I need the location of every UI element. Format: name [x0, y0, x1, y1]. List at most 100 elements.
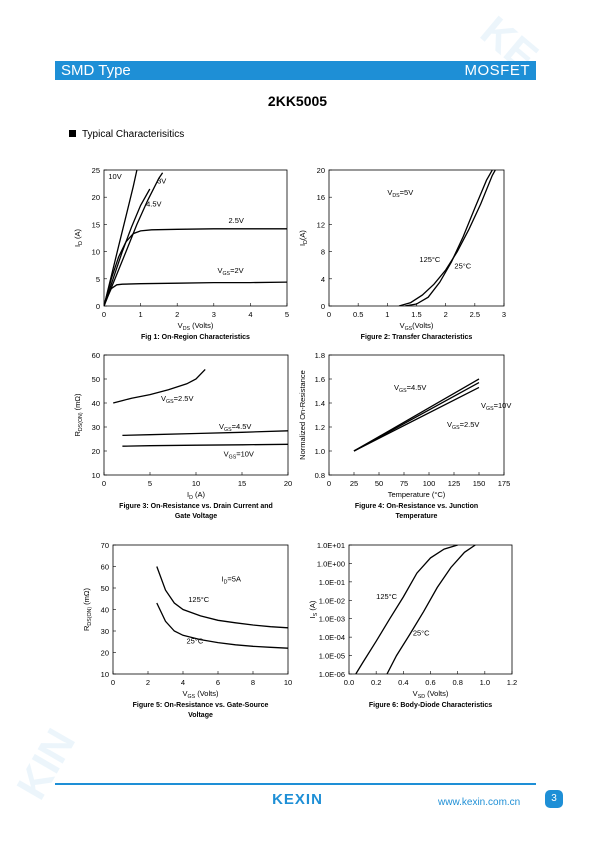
y-tick-label: 10	[101, 670, 109, 679]
x-tick-label: 0	[111, 678, 115, 687]
y-tick-label: 1.0E-05	[319, 652, 345, 661]
chart-caption: Temperature	[396, 513, 438, 520]
x-tick-label: 2	[175, 310, 179, 319]
plot-frame	[103, 169, 288, 307]
curve-label: VGS=4.5V	[394, 383, 426, 394]
y-tick-label: 0	[321, 302, 325, 311]
x-tick-label: 0.4	[398, 678, 408, 687]
x-tick-label: 8	[251, 678, 255, 687]
y-tick-label: 1.8	[315, 351, 325, 360]
series-line	[355, 545, 458, 674]
x-tick-label: 20	[284, 479, 292, 488]
y-tick-label: 20	[101, 649, 109, 658]
chart-caption: Figure 2: Transfer Characteristics	[361, 334, 473, 341]
x-tick-label: 1	[139, 310, 143, 319]
plot-frame	[103, 354, 289, 476]
curve-label: 25°C	[413, 629, 430, 638]
curve-label: VGS=10V	[481, 401, 511, 412]
y-tick-label: 15	[92, 220, 100, 229]
square-bullet-icon	[69, 130, 76, 137]
series-line	[113, 368, 206, 404]
footer-website: www.kexin.com.cn	[438, 797, 521, 808]
chart-caption: Figure 3: On-Resistance vs. Drain Curren…	[119, 503, 273, 510]
x-tick-label: 6	[216, 678, 220, 687]
x-tick-label: 0.6	[425, 678, 435, 687]
y-tick-label: 1.0E+01	[317, 541, 345, 550]
x-tick-label: 5	[285, 310, 289, 319]
series-line	[104, 228, 287, 306]
curve-label: 2.5V	[228, 216, 243, 225]
y-axis-label: ID(A)	[298, 230, 309, 246]
series-line	[353, 382, 480, 452]
chart-rds-vs-id: 0 5 10 15 20 10 20 30 40 50 60 VGS=2.5V VGS=4.5V VGS=…	[73, 351, 292, 520]
y-tick-label: 5	[96, 275, 100, 284]
y-tick-label: 4	[321, 275, 325, 284]
series-line	[353, 386, 480, 452]
curve-label: 4.5V	[146, 199, 161, 208]
x-tick-label: 150	[473, 479, 486, 488]
header-right-title: MOSFET	[464, 62, 530, 79]
curve-label: VGS=2V	[217, 266, 243, 277]
y-tick-label: 1.0E-06	[319, 670, 345, 679]
y-tick-label: 30	[92, 423, 100, 432]
section-title: Typical Characterisitics	[82, 129, 185, 140]
curve-label: VDS=5V	[387, 188, 413, 199]
y-tick-label: 16	[317, 193, 325, 202]
x-tick-label: 0.8	[452, 678, 462, 687]
curve-label: VGS=2.5V	[161, 394, 193, 405]
x-tick-label: 0.2	[371, 678, 381, 687]
chart-rds-vs-temp: 0 25 50 75 100 125 150 175 0.8 1.0 1.2 1.4 1.6 1.8 VGS…	[298, 351, 511, 520]
series-line	[386, 545, 476, 674]
series-line	[404, 170, 493, 306]
x-tick-label: 1.5	[411, 310, 421, 319]
chart-caption: Figure 6: Body-Diode Characteristics	[369, 702, 492, 709]
curve-label: 25°C	[187, 636, 204, 645]
y-tick-label: 8	[321, 248, 325, 257]
chart-caption: Voltage	[188, 712, 213, 719]
curve-label: 25°C	[454, 262, 471, 271]
chart-transfer: 0 0.5 1 1.5 2 2.5 3 0 4 8 12 16 20 125°C 25°C VDS=5V VGS…	[298, 166, 506, 341]
chart-body-diode: 0.0 0.2 0.4 0.6 0.8 1.0 1.2 1.0E-06 1.0E-05 1.0E-…	[308, 541, 517, 709]
y-tick-label: 0	[96, 302, 100, 311]
plot-frame	[328, 169, 505, 307]
y-tick-label: 40	[101, 606, 109, 615]
y-tick-label: 1.0E-01	[319, 578, 345, 587]
y-tick-label: 1.0E-04	[319, 633, 345, 642]
curve-label: VGS=4.5V	[219, 422, 251, 433]
x-tick-label: 4	[248, 310, 252, 319]
page-title: 2KK5005	[267, 93, 328, 109]
y-tick-label: 1.0	[315, 447, 325, 456]
curve-label: 125°C	[419, 255, 441, 264]
footer-logo: KEXIN	[272, 791, 323, 808]
y-axis-label: Normalized On-Resistance	[298, 370, 307, 460]
x-tick-label: 2.5	[470, 310, 480, 319]
header-bar: SMD Type MOSFET	[55, 61, 536, 80]
series-line	[104, 281, 287, 306]
y-axis-label: ID (A)	[73, 229, 84, 247]
series-line	[156, 602, 288, 649]
x-tick-label: 10	[192, 479, 200, 488]
x-axis-label: VSD (Volts)	[413, 689, 449, 700]
x-tick-label: 3	[212, 310, 216, 319]
x-tick-label: 0.5	[353, 310, 363, 319]
series-line	[398, 170, 496, 306]
y-tick-label: 10	[92, 248, 100, 257]
x-tick-label: 25	[350, 479, 358, 488]
chart-caption: Fig 1: On-Region Characteristics	[141, 334, 250, 341]
x-tick-label: 0	[327, 310, 331, 319]
series-line	[104, 188, 151, 306]
curve-label: 125°C	[376, 592, 398, 601]
x-tick-label: 100	[423, 479, 436, 488]
x-tick-label: 0	[102, 479, 106, 488]
x-tick-label: 0	[102, 310, 106, 319]
series-line	[104, 172, 164, 306]
y-tick-label: 20	[92, 447, 100, 456]
section-heading: Typical Characterisitics	[69, 129, 184, 140]
y-tick-label: 30	[101, 627, 109, 636]
y-tick-label: 1.6	[315, 375, 325, 384]
y-tick-label: 60	[92, 351, 100, 360]
x-tick-label: 1	[385, 310, 389, 319]
y-axis-label: IS (A)	[308, 600, 319, 618]
header-left-title: SMD Type	[61, 62, 131, 79]
y-tick-label: 12	[317, 220, 325, 229]
